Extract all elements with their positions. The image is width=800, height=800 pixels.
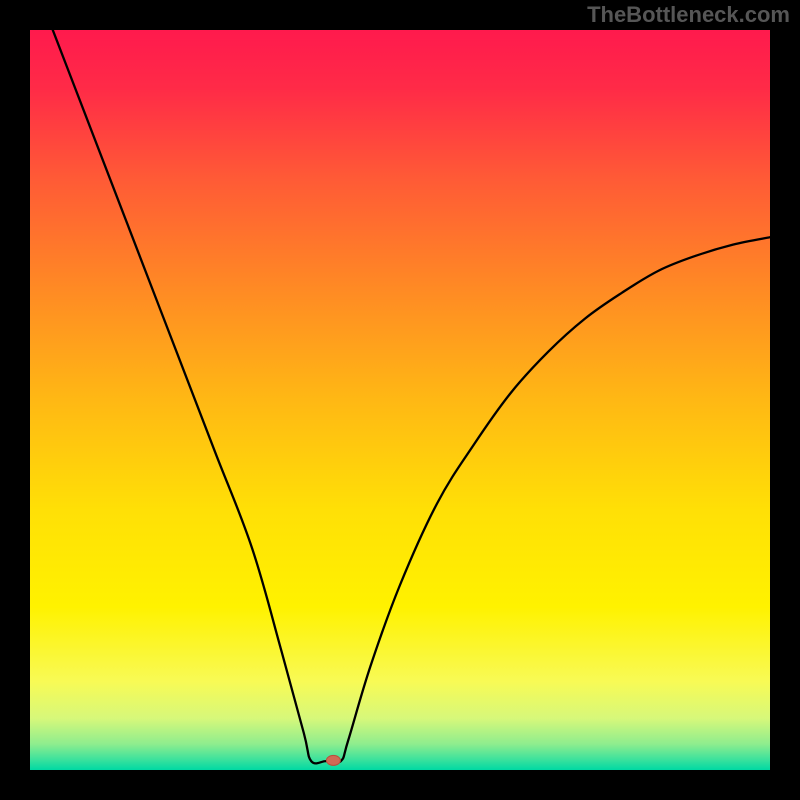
chart-frame: TheBottleneck.com (0, 0, 800, 800)
gradient-background (30, 30, 770, 770)
watermark-text: TheBottleneck.com (587, 2, 790, 28)
optimal-point-marker (326, 755, 340, 765)
bottleneck-chart (30, 30, 770, 770)
